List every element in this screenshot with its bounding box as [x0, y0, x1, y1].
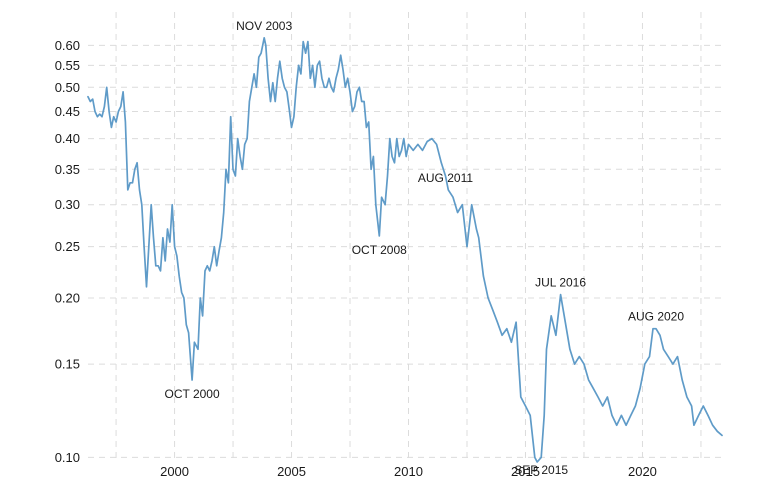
- annotation-label: SEP 2015: [514, 463, 568, 477]
- y-tick-label: 0.25: [55, 239, 80, 254]
- y-tick-label: 0.60: [55, 38, 80, 53]
- annotation-label: OCT 2008: [352, 243, 407, 257]
- y-tick-label: 0.20: [55, 290, 80, 305]
- annotation-label: JUL 2016: [535, 276, 586, 290]
- y-tick-label: 0.45: [55, 104, 80, 119]
- annotation-label: AUG 2020: [628, 310, 684, 324]
- annotation-label: NOV 2003: [236, 19, 292, 33]
- y-tick-label: 0.15: [55, 357, 80, 372]
- y-tick-label: 0.35: [55, 162, 80, 177]
- annotation-label: AUG 2011: [418, 171, 473, 185]
- x-axis-tick-labels: 2000 2005 2010 2015 2020: [160, 464, 657, 479]
- x-tick-label: 2010: [394, 464, 423, 479]
- x-tick-label: 2005: [277, 464, 306, 479]
- y-axis-tick-labels: 0.10 0.15 0.20 0.25 0.30 0.35 0.40 0.45 0.50 0.55…: [55, 38, 80, 465]
- series-line: [87, 36, 723, 463]
- y-tick-label: 0.30: [55, 197, 80, 212]
- x-tick-label: 2000: [160, 464, 189, 479]
- y-tick-label: 0.55: [55, 58, 80, 73]
- annotation-label: OCT 2000: [165, 387, 220, 401]
- x-tick-label: 2015: [511, 464, 540, 479]
- x-tick-label: 2020: [628, 464, 657, 479]
- series-layer: [87, 36, 723, 463]
- y-tick-label: 0.50: [55, 80, 80, 95]
- y-tick-label: 0.10: [55, 450, 80, 465]
- annotation-labels: NOV 2003 OCT 2000 OCT 2008 AUG 2011 JUL 2016…: [165, 19, 685, 477]
- y-tick-label: 0.40: [55, 131, 80, 146]
